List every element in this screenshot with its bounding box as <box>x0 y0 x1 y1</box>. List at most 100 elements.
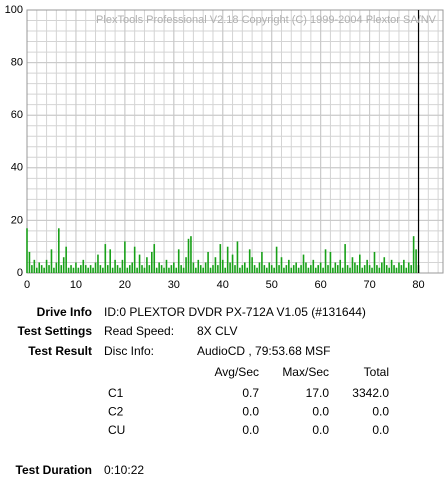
bar <box>251 257 253 273</box>
bar <box>407 262 410 273</box>
bar <box>40 265 43 273</box>
x-tick-label: 40 <box>217 279 229 291</box>
x-tick-label: 60 <box>315 279 327 291</box>
bar <box>415 249 417 273</box>
bar <box>38 262 41 273</box>
bar <box>412 236 415 273</box>
bar <box>33 259 36 273</box>
bar <box>243 262 246 273</box>
bar <box>388 267 390 273</box>
value: ID:0 PLEXTOR DVDR PX-712A V1.05 (#131644… <box>104 305 366 319</box>
bar <box>165 259 168 273</box>
x-tick-label: 10 <box>70 279 82 291</box>
bar <box>94 262 97 273</box>
bar <box>410 265 412 273</box>
x-tick-label: 70 <box>363 279 375 291</box>
bar <box>359 254 361 273</box>
bar <box>349 267 351 273</box>
label: Drive Info <box>37 305 92 319</box>
bar <box>258 262 261 273</box>
y-tick-label: 20 <box>11 214 23 226</box>
y-tick-label: 80 <box>11 57 23 69</box>
value: 8X CLV <box>197 324 237 338</box>
column-header: Total <box>364 365 389 379</box>
bar <box>160 265 163 273</box>
bar <box>70 265 72 273</box>
bar <box>261 251 263 273</box>
bar <box>26 228 28 273</box>
bar <box>143 267 146 273</box>
bar <box>53 267 55 273</box>
bar <box>354 262 356 273</box>
bar <box>376 265 378 273</box>
bar <box>400 265 403 273</box>
cell: 0.7 <box>242 386 259 400</box>
bar <box>363 265 366 273</box>
bar <box>192 262 195 273</box>
bar <box>177 249 180 273</box>
label: Test Duration <box>16 463 92 477</box>
cell: 0.0 <box>312 423 329 437</box>
bar <box>97 254 99 273</box>
x-tick-label: 20 <box>119 279 131 291</box>
row-label: C2 <box>108 405 124 419</box>
bar <box>62 257 65 273</box>
x-tick-label: 0 <box>24 279 30 291</box>
bar <box>99 265 102 273</box>
bar <box>366 259 368 273</box>
cell: 0.0 <box>242 405 259 419</box>
bar <box>219 244 222 273</box>
bar <box>385 265 388 273</box>
bar <box>131 262 134 273</box>
cell: 0.0 <box>242 423 259 437</box>
bar <box>116 265 119 273</box>
cell: 0.0 <box>372 405 389 419</box>
bar <box>28 251 31 273</box>
label: Test Settings <box>18 324 93 338</box>
bar <box>229 262 231 273</box>
result-table: Avg/Sec Max/Sec Total C1 0.7 17.0 3342.0 C2 0.0 0… <box>108 365 389 437</box>
plot: 0 20 40 60 80 100 0 10 20 30 40 50 60 70 80 <box>5 4 444 291</box>
bar <box>290 267 293 273</box>
row-label: CU <box>108 423 125 437</box>
bar <box>224 267 227 273</box>
bar <box>268 262 271 273</box>
bar <box>84 265 87 273</box>
bar <box>226 246 229 273</box>
bar <box>332 267 334 273</box>
bar <box>319 262 322 273</box>
bar <box>80 265 82 273</box>
value: 0:10:22 <box>104 463 144 477</box>
bar <box>190 236 192 273</box>
bar <box>75 262 77 273</box>
value: AudioCD , 79:53.68 MSF <box>197 344 330 358</box>
bar <box>329 251 332 273</box>
bar <box>45 259 48 273</box>
bar <box>322 267 324 273</box>
bar <box>263 265 266 273</box>
cell: 0.0 <box>372 423 389 437</box>
bar <box>114 259 116 273</box>
bar <box>128 265 131 273</box>
y-tick-label: 100 <box>5 4 23 16</box>
x-tick-label: 30 <box>168 279 180 291</box>
bar <box>43 267 45 273</box>
y-tick-label: 60 <box>11 109 23 121</box>
bar <box>199 265 202 273</box>
bar <box>67 267 70 273</box>
label: Test Result <box>28 344 92 358</box>
bar <box>58 228 60 273</box>
bar <box>356 265 359 273</box>
bar <box>141 265 143 273</box>
bar <box>87 267 89 273</box>
bar <box>212 265 214 273</box>
bar <box>60 265 63 273</box>
bar <box>102 267 104 273</box>
bar <box>248 249 251 273</box>
bar <box>214 257 217 273</box>
bar <box>241 265 244 273</box>
bar <box>148 265 151 273</box>
row-label: C1 <box>108 386 124 400</box>
bar <box>236 241 239 273</box>
bar <box>151 251 153 273</box>
